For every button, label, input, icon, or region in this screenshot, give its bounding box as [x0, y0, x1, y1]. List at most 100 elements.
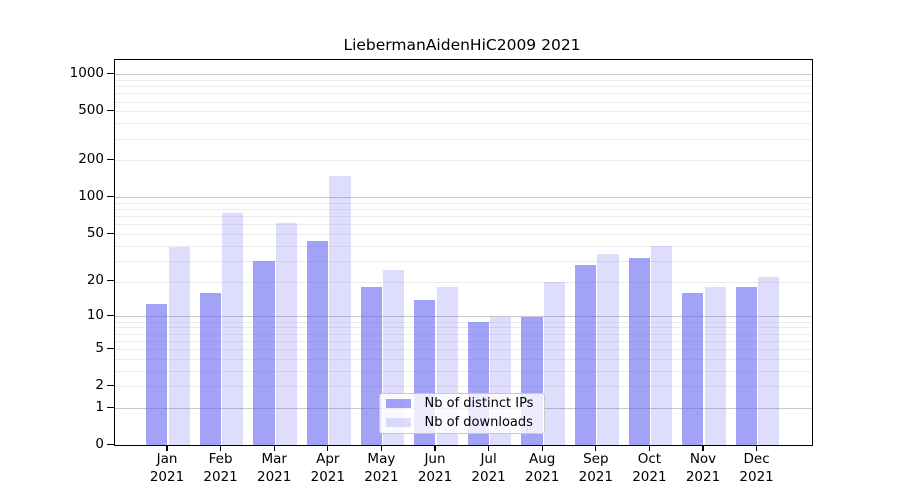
gridline-50: [114, 234, 812, 236]
y-tick-mark-100: [106, 195, 114, 197]
y-tick-mark-1: [106, 406, 114, 408]
x-tick-mark-aug: [541, 444, 543, 451]
x-tick-label-mar: Mar 2021: [257, 451, 292, 485]
gridline-2: [114, 386, 812, 388]
bar-ips-mar: [253, 260, 275, 446]
x-tick-mark-nov: [702, 444, 704, 451]
y-tick-mark-200: [106, 158, 114, 161]
x-tick-mark-oct: [648, 444, 650, 451]
gridline-20: [114, 281, 812, 283]
x-tick-mark-mar: [273, 444, 275, 451]
y-tick-label-100: 100: [78, 187, 104, 204]
legend-row-downloads: Nb of downloads: [385, 415, 536, 430]
gridline-30: [114, 260, 812, 262]
y-tick-label-5: 5: [95, 339, 104, 356]
y-tick-label-1000: 1000: [69, 64, 104, 81]
x-tick-label-oct: Oct 2021: [632, 451, 667, 485]
x-tick-mark-may: [380, 444, 382, 451]
gridline-300: [114, 138, 812, 140]
x-tick-label-may: May 2021: [364, 451, 399, 485]
x-tick-label-sep: Sep 2021: [578, 451, 613, 485]
gridline-90: [114, 202, 812, 204]
gridline-400: [114, 123, 812, 125]
bar-downloads-feb: [222, 212, 244, 446]
x-tick-label-jul: Jul 2021: [471, 451, 506, 485]
x-tick-mark-sep: [595, 444, 597, 451]
bar-ips-sep: [574, 264, 597, 446]
gridline-800: [114, 86, 812, 88]
y-tick-label-1: 1: [95, 398, 104, 415]
legend-label-downloads: Nb of downloads: [424, 415, 533, 430]
gridline-200: [114, 160, 812, 162]
gridline-1000: [114, 74, 812, 76]
y-tick-label-0: 0: [95, 435, 104, 452]
gridline-10: [114, 316, 812, 318]
x-tick-mark-jan: [166, 444, 168, 451]
y-tick-label-50: 50: [86, 224, 104, 241]
x-tick-label-apr: Apr 2021: [310, 451, 345, 485]
gridline-100: [114, 197, 812, 199]
x-tick-mark-dec: [756, 444, 758, 451]
bar-downloads-mar: [275, 222, 298, 446]
y-tick-label-20: 20: [86, 272, 104, 289]
y-tick-label-2: 2: [95, 376, 104, 393]
x-tick-mark-jul: [488, 444, 490, 451]
gridline-80: [114, 209, 812, 211]
x-tick-label-nov: Nov 2021: [685, 451, 721, 485]
y-tick-label-500: 500: [78, 101, 104, 118]
legend-swatch-distinct-ips: [385, 399, 411, 408]
plot-area: [113, 59, 813, 447]
y-tick-mark-5: [106, 347, 114, 349]
gridline-70: [114, 216, 812, 218]
x-tick-label-jun: Jun 2021: [417, 451, 453, 485]
y-tick-mark-10: [106, 314, 114, 317]
x-tick-label-dec: Dec 2021: [739, 451, 774, 485]
chart-title: LiebermanAidenHiC2009 2021: [343, 36, 581, 54]
gridline-40: [114, 245, 812, 247]
x-tick-mark-apr: [327, 444, 329, 451]
bar-downloads-sep: [597, 254, 619, 446]
gridline-60: [114, 224, 812, 226]
bar-ips-feb: [199, 293, 221, 446]
x-tick-label-jan: Jan 2021: [149, 451, 185, 485]
bar-downloads-dec: [758, 276, 780, 446]
gridline-700: [114, 93, 812, 95]
x-tick-mark-jun: [434, 444, 436, 451]
y-tick-mark-0: [106, 443, 114, 445]
bar-downloads-nov: [704, 287, 726, 446]
bar-ips-oct: [628, 257, 650, 446]
bar-ips-jan: [146, 303, 168, 446]
legend: Nb of distinct IPs Nb of downloads: [378, 392, 545, 434]
y-tick-mark-20: [106, 280, 114, 282]
bar-downloads-jan: [168, 247, 190, 446]
y-tick-mark-50: [106, 232, 114, 234]
y-tick-label-200: 200: [78, 151, 104, 167]
bar-ips-apr: [306, 240, 329, 446]
bar-downloads-oct: [651, 245, 673, 446]
legend-label-distinct-ips: Nb of distinct IPs: [424, 396, 534, 411]
bar-ips-nov: [682, 293, 704, 446]
gridline-6: [114, 340, 812, 342]
legend-swatch-downloads: [385, 418, 411, 427]
y-tick-label-10: 10: [86, 307, 104, 323]
bar-ips-may: [360, 287, 382, 446]
bar-downloads-aug: [543, 281, 566, 446]
y-tick-mark-500: [106, 109, 114, 111]
legend-row-distinct-ips: Nb of distinct IPs: [385, 396, 536, 411]
y-tick-mark-2: [106, 384, 114, 386]
x-tick-label-feb: Feb 2021: [203, 451, 238, 485]
bar-ips-dec: [735, 287, 757, 446]
gridline-500: [114, 111, 812, 113]
gridline-5: [114, 349, 812, 351]
gridline-3: [114, 370, 812, 372]
gridline-8: [114, 327, 812, 329]
x-tick-label-aug: Aug 2021: [525, 451, 560, 485]
gridline-900: [114, 79, 812, 81]
gridline-9: [114, 321, 812, 323]
x-tick-mark-feb: [220, 444, 222, 451]
gridline-7: [114, 333, 812, 335]
gridline-600: [114, 101, 812, 103]
y-tick-mark-1000: [106, 72, 114, 74]
gridline-4: [114, 358, 812, 360]
